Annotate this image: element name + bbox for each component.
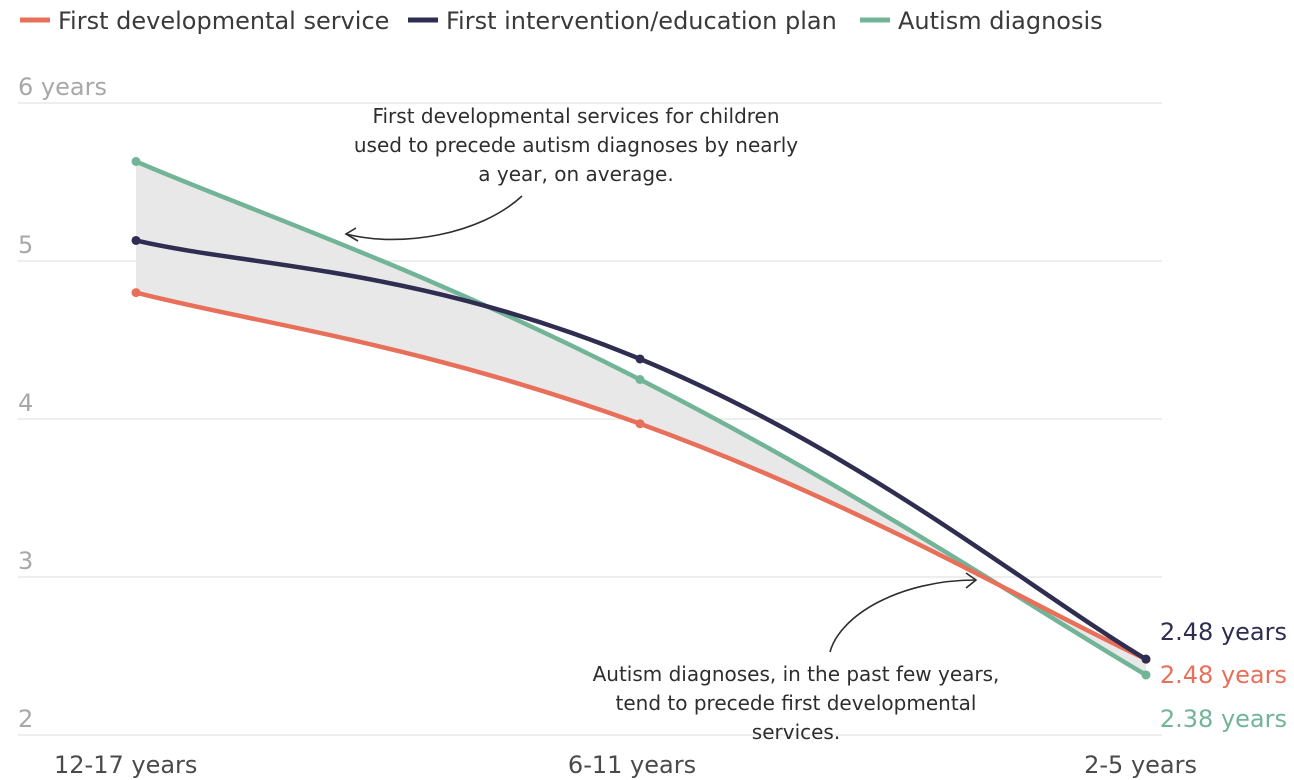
- series-lines: [131, 156, 1151, 680]
- y-tick-label: 2: [18, 705, 33, 733]
- data-point: [635, 375, 645, 384]
- y-tick-label: 3: [18, 547, 33, 575]
- annotation-text: services.: [752, 720, 840, 744]
- legend-label: Autism diagnosis: [898, 7, 1103, 35]
- x-tick-label: 6-11 years: [568, 751, 696, 779]
- y-tick-label: 4: [18, 389, 33, 417]
- series-line: [133, 290, 1149, 662]
- legend-label: First intervention/education plan: [446, 7, 837, 35]
- data-point: [131, 288, 141, 298]
- annotation-arrow-top: [345, 195, 523, 241]
- x-tick-label: 2-5 years: [1084, 751, 1197, 779]
- data-point: [1141, 670, 1151, 680]
- end-value-label: 2.48 years: [1160, 618, 1287, 646]
- annotation-arrowhead-top: [344, 227, 359, 242]
- legend-label: First developmental service: [58, 7, 389, 35]
- annotation-text: used to precede autism diagnoses by near…: [354, 133, 798, 157]
- y-axis-ticks: 6 years 5 4 3 2: [18, 73, 107, 733]
- end-value-label: 2.38 years: [1160, 705, 1287, 733]
- y-tick-label: 6 years: [18, 73, 107, 101]
- annotation-text: a year, on average.: [478, 162, 673, 186]
- annotation-arrowhead-bottom: [965, 572, 978, 589]
- data-point: [1141, 654, 1151, 664]
- data-point: [131, 156, 141, 166]
- gap-shading: [136, 161, 1146, 675]
- data-point: [131, 235, 141, 245]
- annotation-text: tend to precede first developmental: [616, 691, 977, 715]
- legend: First developmental service First interve…: [20, 7, 1103, 35]
- data-point: [635, 354, 645, 364]
- x-tick-label: 12-17 years: [54, 751, 197, 779]
- annotation-text: First developmental services for childre…: [372, 104, 779, 128]
- y-tick-label: 5: [18, 231, 33, 259]
- x-axis-ticks: 12-17 years 6-11 years 2-5 years: [54, 751, 1197, 779]
- annotation-arrow-bottom: [829, 579, 977, 653]
- annotations: First developmental services for childre…: [344, 104, 1000, 744]
- end-value-label: 2.48 years: [1160, 661, 1287, 689]
- annotation-text: Autism diagnoses, in the past few years,: [593, 662, 1000, 686]
- end-labels: 2.48 years 2.48 years 2.38 years: [1160, 618, 1287, 733]
- data-point: [635, 419, 645, 429]
